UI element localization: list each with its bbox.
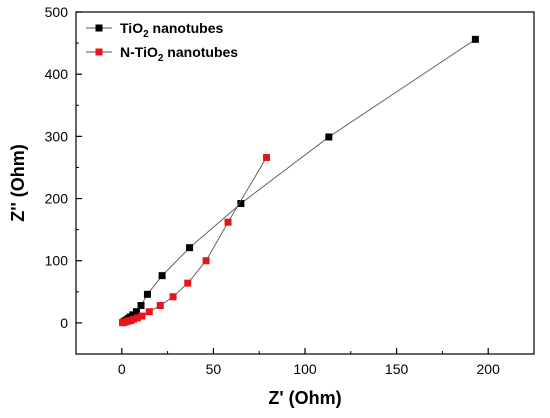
x-tick-label: 200: [477, 361, 501, 377]
data-point: [158, 272, 166, 280]
legend-marker: [95, 24, 103, 32]
data-point: [224, 218, 232, 226]
data-point: [186, 244, 194, 252]
data-point: [133, 314, 141, 322]
plot-frame: [75, 11, 535, 355]
y-tick-label: 400: [45, 66, 69, 82]
data-point: [130, 315, 138, 323]
y-tick-label: 0: [60, 315, 68, 331]
legend-marker: [95, 48, 103, 56]
data-point: [137, 301, 145, 309]
legend-item: TiO2 nanotubes: [86, 20, 224, 40]
data-point: [132, 308, 140, 316]
data-point: [169, 293, 177, 301]
y-axis-title: Z'' (Ohm): [8, 144, 28, 222]
axes-layer: 0 50 100 150 200 0 100 200 300 400 500: [45, 4, 500, 377]
x-tick-label: 150: [385, 361, 409, 377]
data-point: [184, 279, 192, 287]
x-tick-label: 0: [118, 361, 126, 377]
series-1: [119, 154, 271, 327]
x-tick-label: 50: [206, 361, 222, 377]
legend-label: TiO2 nanotubes: [120, 20, 224, 40]
data-point: [325, 133, 333, 141]
data-point: [237, 200, 245, 208]
data-point: [143, 290, 151, 298]
plot-layer: [119, 35, 479, 327]
x-tick-label: 100: [293, 361, 317, 377]
legend-item: N-TiO2 nanotubes: [86, 44, 238, 64]
legend-label: N-TiO2 nanotubes: [120, 44, 238, 64]
data-point: [138, 312, 146, 320]
data-point: [145, 308, 153, 316]
data-point: [156, 301, 164, 309]
y-tick-label: 100: [45, 253, 69, 269]
data-point: [129, 311, 137, 319]
y-tick-label: 200: [45, 191, 69, 207]
data-point: [263, 154, 271, 162]
data-point: [202, 257, 210, 265]
y-tick-label: 500: [45, 4, 69, 20]
data-point: [471, 35, 479, 43]
y-tick-label: 300: [45, 128, 69, 144]
x-axis-title: Z' (Ohm): [268, 388, 341, 408]
legend: TiO2 nanotubes N-TiO2 nanotubes: [86, 20, 238, 64]
